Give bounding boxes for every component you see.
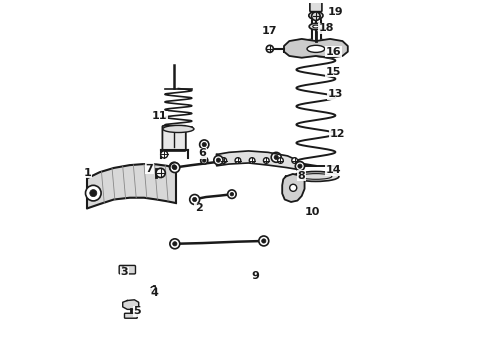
Text: 15: 15 <box>326 67 342 77</box>
FancyBboxPatch shape <box>310 0 322 12</box>
Circle shape <box>290 184 297 192</box>
Circle shape <box>202 159 206 162</box>
Circle shape <box>172 166 177 170</box>
Text: 3: 3 <box>121 267 128 277</box>
Text: 10: 10 <box>305 207 320 217</box>
Circle shape <box>228 190 236 198</box>
Text: 8: 8 <box>298 171 306 181</box>
Circle shape <box>249 158 255 163</box>
Circle shape <box>190 194 199 204</box>
Circle shape <box>90 190 97 197</box>
Ellipse shape <box>309 12 323 19</box>
Circle shape <box>172 165 176 169</box>
Text: 2: 2 <box>195 203 203 213</box>
Circle shape <box>170 162 179 171</box>
Circle shape <box>170 239 180 249</box>
Circle shape <box>161 151 168 158</box>
Text: 19: 19 <box>328 6 343 17</box>
Circle shape <box>278 158 283 163</box>
Circle shape <box>156 168 165 177</box>
Circle shape <box>298 164 302 168</box>
Circle shape <box>292 158 297 163</box>
Circle shape <box>264 158 269 163</box>
Text: 7: 7 <box>146 164 153 174</box>
Ellipse shape <box>163 125 194 132</box>
Circle shape <box>312 12 320 21</box>
Text: 11: 11 <box>152 111 168 121</box>
Text: 14: 14 <box>326 165 342 175</box>
Circle shape <box>193 197 197 202</box>
Circle shape <box>202 143 206 147</box>
Circle shape <box>230 192 234 196</box>
Circle shape <box>121 267 125 272</box>
Polygon shape <box>284 39 348 58</box>
Circle shape <box>201 157 208 164</box>
Circle shape <box>235 158 241 163</box>
Circle shape <box>199 140 209 149</box>
FancyBboxPatch shape <box>119 265 135 274</box>
Circle shape <box>151 286 156 292</box>
Circle shape <box>266 45 273 53</box>
Text: 16: 16 <box>326 47 342 57</box>
Circle shape <box>221 158 226 163</box>
Text: 6: 6 <box>198 148 206 158</box>
Ellipse shape <box>295 39 336 50</box>
Circle shape <box>262 239 266 243</box>
Ellipse shape <box>313 25 319 28</box>
Text: 12: 12 <box>329 129 345 139</box>
Text: 4: 4 <box>151 288 159 298</box>
Text: 1: 1 <box>83 168 91 178</box>
FancyBboxPatch shape <box>162 126 186 151</box>
FancyBboxPatch shape <box>124 313 137 318</box>
Polygon shape <box>282 174 305 202</box>
Ellipse shape <box>309 23 322 30</box>
Circle shape <box>85 185 101 201</box>
Text: 5: 5 <box>133 306 141 316</box>
Text: 18: 18 <box>319 23 334 33</box>
Polygon shape <box>87 164 176 208</box>
Text: 13: 13 <box>328 89 343 99</box>
Text: 9: 9 <box>252 271 260 281</box>
Ellipse shape <box>293 171 339 181</box>
Circle shape <box>271 152 281 162</box>
Circle shape <box>274 155 278 159</box>
Text: 17: 17 <box>262 26 277 36</box>
Circle shape <box>170 163 180 172</box>
Circle shape <box>172 242 177 246</box>
Polygon shape <box>122 300 139 309</box>
Circle shape <box>214 156 223 165</box>
Circle shape <box>259 236 269 246</box>
Ellipse shape <box>307 45 325 53</box>
Polygon shape <box>217 151 302 170</box>
Circle shape <box>295 162 305 171</box>
Circle shape <box>216 158 220 162</box>
